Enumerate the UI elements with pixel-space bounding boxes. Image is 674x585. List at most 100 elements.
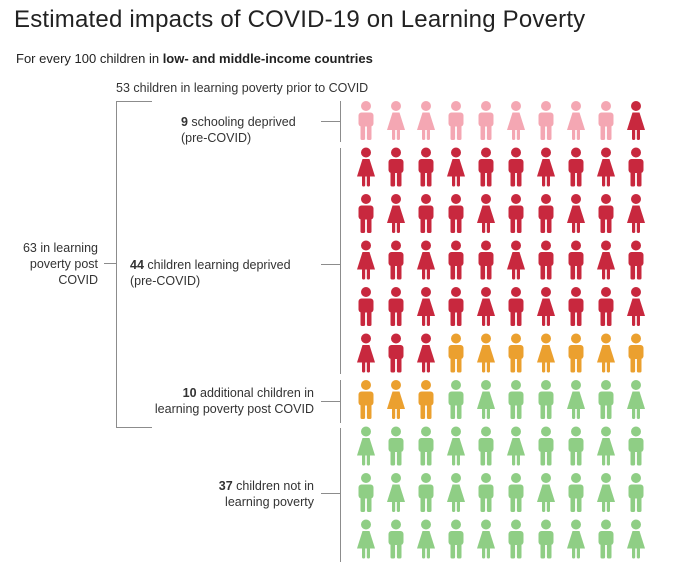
chart-subtitle: For every 100 children in low- and middl… [16, 51, 373, 66]
child-figure [448, 380, 464, 419]
bracket-learning-vertical [340, 148, 341, 374]
bracket-schooling-vertical [340, 101, 341, 142]
child-figure [538, 426, 554, 466]
child-figure [477, 287, 495, 326]
child-figure [477, 194, 495, 233]
child-figure [357, 240, 375, 280]
child-figure [448, 287, 464, 326]
child-figure [478, 101, 494, 140]
child-figure [597, 240, 615, 280]
child-figure [568, 147, 584, 187]
child-figure [598, 194, 614, 233]
child-figure [418, 426, 434, 466]
child-figure [538, 194, 554, 233]
child-figure [507, 240, 525, 280]
additional-poverty-label: 10 additional children in learning pover… [120, 385, 314, 417]
subtitle-prefix: For every 100 children in [16, 51, 163, 66]
child-figure [627, 101, 645, 140]
child-figure [357, 519, 375, 559]
child-figure [628, 240, 644, 280]
child-figure [567, 380, 585, 419]
child-figure [597, 473, 615, 512]
child-figure [417, 287, 435, 326]
child-figure [477, 519, 495, 559]
child-figure [628, 426, 644, 466]
child-figure [357, 333, 375, 373]
child-figure [568, 240, 584, 280]
child-figure [478, 426, 494, 466]
child-figure [567, 194, 585, 233]
child-figure [597, 147, 615, 187]
bracket-additional-vertical [340, 380, 341, 423]
not-in-poverty-label: 37 children not in learning poverty [160, 478, 314, 510]
bracket-main-bottom [116, 427, 152, 428]
child-figure [537, 147, 555, 187]
child-figure [538, 519, 554, 559]
child-figure [598, 380, 614, 419]
child-figure [478, 240, 494, 280]
additional-poverty-note: learning poverty post COVID [154, 402, 314, 416]
child-figure [358, 380, 374, 419]
child-figure [508, 380, 524, 419]
bracket-not-tick [321, 493, 340, 494]
child-figure [417, 101, 435, 140]
child-figure [598, 101, 614, 140]
child-figure [358, 101, 374, 140]
child-figure [418, 194, 434, 233]
not-in-poverty-text: children not in [232, 479, 314, 493]
child-figure [568, 473, 584, 512]
child-figure [358, 287, 374, 326]
child-figure [538, 240, 554, 280]
child-figure [447, 426, 465, 466]
subtitle-bold: low- and middle-income countries [162, 51, 373, 66]
child-figure [568, 333, 584, 373]
child-figure [598, 287, 614, 326]
bracket-learning-tick [321, 264, 340, 265]
additional-poverty-text: additional children in [196, 386, 314, 400]
child-figure [448, 101, 464, 140]
child-figure [418, 380, 434, 419]
child-figure [417, 333, 435, 373]
additional-poverty-count: 10 [182, 386, 197, 400]
child-figure [507, 426, 525, 466]
child-figure [627, 287, 645, 326]
bracket-main-vertical [116, 101, 117, 427]
child-figure [478, 147, 494, 187]
child-figure [597, 333, 615, 373]
child-figure [507, 101, 525, 140]
child-figure [358, 194, 374, 233]
child-figure [567, 101, 585, 140]
child-figure [388, 147, 404, 187]
child-figure [448, 519, 464, 559]
child-figure [627, 519, 645, 559]
child-figure [537, 473, 555, 512]
total-poverty-line2: poverty post [29, 257, 98, 271]
child-figure [508, 287, 524, 326]
bracket-total-tick [104, 263, 116, 264]
schooling-deprived-count: 9 [181, 115, 188, 129]
learning-deprived-note: (pre-COVID) [130, 274, 201, 288]
child-figure [508, 147, 524, 187]
child-figure [388, 333, 404, 373]
total-poverty-label: 63 in learning poverty post COVID [0, 240, 98, 288]
total-poverty-line3: COVID [58, 273, 98, 287]
bracket-additional-tick [321, 401, 340, 402]
child-figure [388, 426, 404, 466]
child-figure [447, 473, 465, 512]
child-figure [387, 194, 405, 233]
total-poverty-line1: 63 in learning [22, 241, 98, 255]
child-figure [627, 194, 645, 233]
child-figure [357, 426, 375, 466]
learning-deprived-count: 44 [130, 258, 144, 272]
child-figure [568, 287, 584, 326]
child-figure [388, 287, 404, 326]
child-figure [418, 147, 434, 187]
child-figure [448, 333, 464, 373]
child-figure [448, 240, 464, 280]
child-figure [508, 194, 524, 233]
bracket-main-top [116, 101, 152, 102]
child-figure [448, 194, 464, 233]
not-in-poverty-count: 37 [218, 479, 233, 493]
learning-deprived-text: children learning deprived [143, 258, 291, 272]
